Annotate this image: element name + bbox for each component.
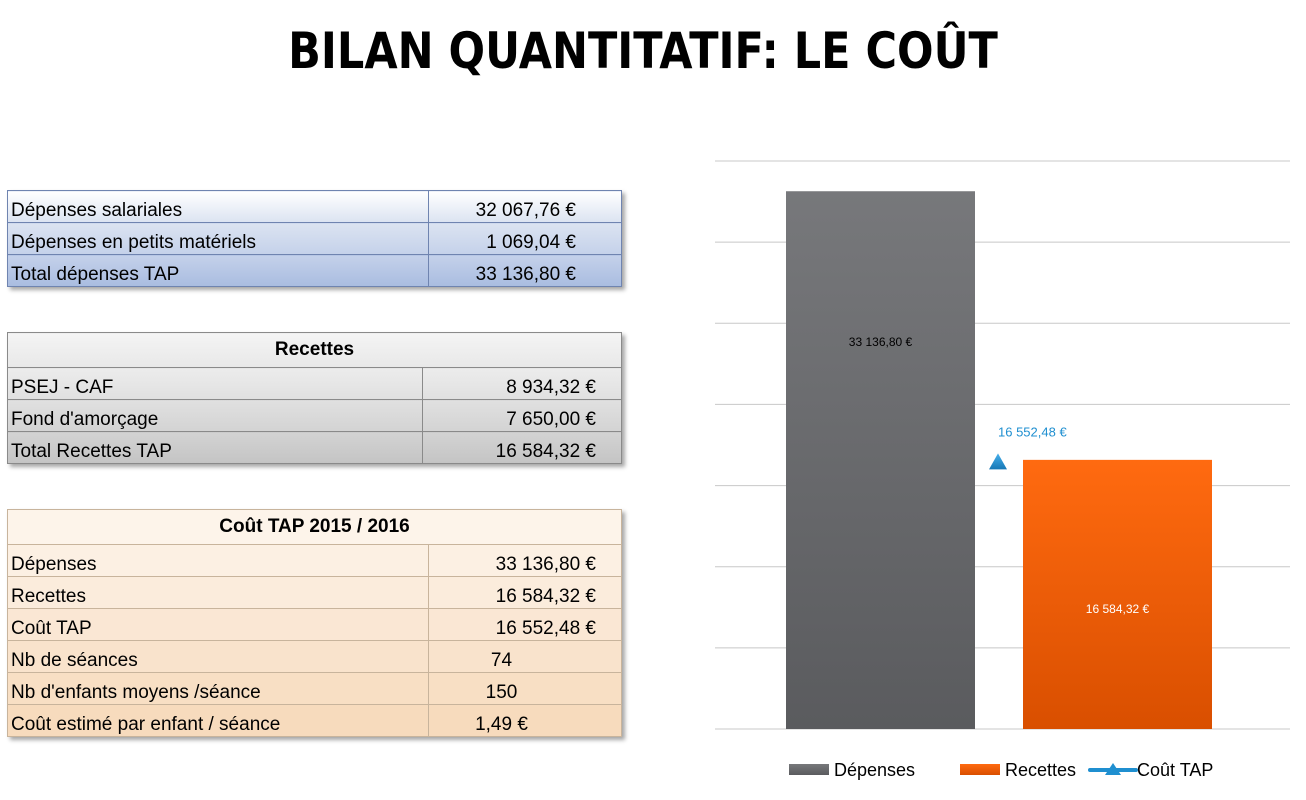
legend-label: Coût TAP [1137,760,1213,780]
row-label: Total Recettes TAP [7,431,423,464]
row-value: 74 [428,640,622,673]
row-value: 16 552,48 € [428,608,622,641]
row-label: Fond d'amorçage [7,399,423,432]
cout-marker: 16 552,48 € [989,424,1067,470]
depenses-table: Dépenses salariales 32 067,76 € Dépenses… [7,190,622,287]
row-value: 1 069,04 € [428,222,622,255]
cout-table: Coût TAP 2015 / 2016 Dépenses 33 136,80 … [7,509,622,737]
row-label: Dépenses salariales [7,190,429,223]
table-header-row: Recettes [7,332,622,368]
row-value: 33 136,80 € [428,254,622,287]
data-label: 16 552,48 € [998,424,1067,439]
row-label: Nb de séances [7,640,429,673]
bars: 33 136,80 € 16 584,32 € [786,191,1212,730]
table-header: Coût TAP 2015 / 2016 [7,509,622,545]
table-row: Dépenses en petits matériels 1 069,04 € [7,222,622,255]
row-label: Dépenses en petits matériels [7,222,429,255]
data-label: 16 584,32 € [1086,602,1150,616]
marker-cout-tap [989,453,1007,470]
row-value: 7 650,00 € [422,399,622,432]
table-row: Total dépenses TAP 33 136,80 € [7,254,622,287]
table-row: Coût TAP 16 552,48 € [7,608,622,641]
row-value: 8 934,32 € [422,367,622,400]
legend-marker [1105,763,1121,775]
row-label: Nb d'enfants moyens /séance [7,672,429,705]
row-label: Recettes [7,576,429,609]
cost-bar-chart: 33 136,80 € 16 584,32 € 16 552,48 € Dépen… [715,160,1290,780]
table-row: Total Recettes TAP 16 584,32 € [7,431,622,464]
row-value: 1,49 € [428,704,622,737]
legend-swatch [960,764,1000,775]
table-row: Fond d'amorçage 7 650,00 € [7,399,622,432]
row-value: 32 067,76 € [428,190,622,223]
bar-recettes [1023,459,1212,729]
legend: Dépenses Recettes Coût TAP [789,760,1213,780]
table-row: Coût estimé par enfant / séance 1,49 € [7,704,622,737]
data-label: 33 136,80 € [849,335,913,349]
page-title: BILAN QUANTITATIF: LE COÛT [288,22,998,80]
legend-label: Dépenses [834,760,915,780]
row-label: Dépenses [7,544,429,577]
table-row: Nb de séances 74 [7,640,622,673]
table-row: Nb d'enfants moyens /séance 150 [7,672,622,705]
table-header-row: Coût TAP 2015 / 2016 [7,509,622,545]
row-value: 33 136,80 € [428,544,622,577]
table-row: Recettes 16 584,32 € [7,576,622,609]
legend-label: Recettes [1005,760,1076,780]
row-label: Coût TAP [7,608,429,641]
table-header: Recettes [7,332,622,368]
row-value: 150 [428,672,622,705]
row-value: 16 584,32 € [428,576,622,609]
row-label: Total dépenses TAP [7,254,429,287]
recettes-table: Recettes PSEJ - CAF 8 934,32 € Fond d'am… [7,332,622,464]
table-row: Dépenses salariales 32 067,76 € [7,190,622,223]
row-value: 16 584,32 € [422,431,622,464]
legend-swatch [789,764,829,775]
bar-depenses [786,191,975,730]
table-row: Dépenses 33 136,80 € [7,544,622,577]
row-label: Coût estimé par enfant / séance [7,704,429,737]
row-label: PSEJ - CAF [7,367,423,400]
table-row: PSEJ - CAF 8 934,32 € [7,367,622,400]
